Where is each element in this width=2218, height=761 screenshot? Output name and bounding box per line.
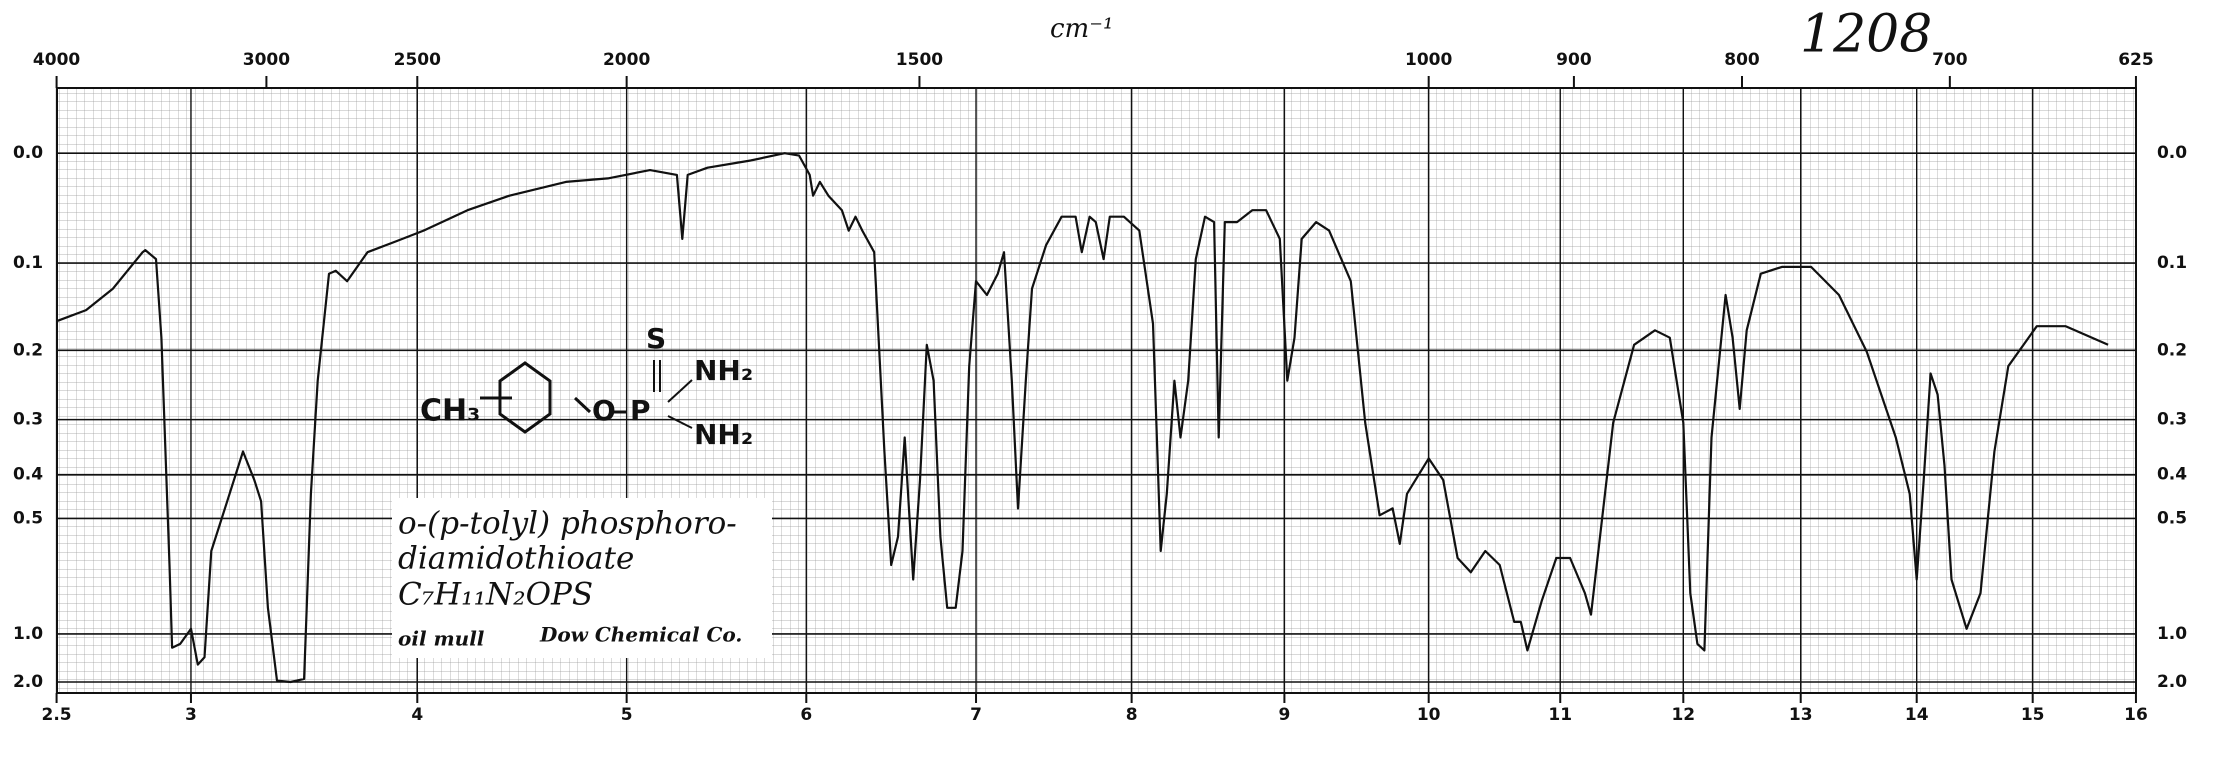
bond bbox=[573, 396, 592, 414]
y-tick-label: 1.0 bbox=[13, 624, 43, 644]
x-tick-label: 4 bbox=[411, 705, 423, 725]
x-tick-label: 2.5 bbox=[42, 705, 72, 725]
plot-frame bbox=[56, 87, 2137, 694]
bond bbox=[667, 415, 693, 429]
structure-label: NH₂ bbox=[694, 418, 753, 451]
y-tick-label: 1.0 bbox=[2157, 624, 2187, 644]
x-tick-label: 7 bbox=[970, 705, 982, 725]
bond bbox=[667, 379, 693, 403]
formula: C₇H₁₁N₂OPS bbox=[398, 577, 593, 613]
y-tick-label: 0.3 bbox=[13, 410, 43, 430]
y-tick-label: 0.2 bbox=[2157, 340, 2187, 360]
structure-label: CH₃ bbox=[420, 394, 480, 429]
x2-tick-label: 1000 bbox=[1405, 50, 1452, 70]
y-tick-label: 0.4 bbox=[2157, 465, 2187, 485]
y-tick-label: 0.5 bbox=[2157, 508, 2187, 528]
sample: oil mull bbox=[398, 627, 485, 651]
structure-label: S bbox=[646, 322, 666, 355]
y-tick-label: 2.0 bbox=[13, 672, 43, 692]
y-tick-label: 0.1 bbox=[2157, 253, 2187, 273]
x-tick-label: 15 bbox=[2021, 705, 2045, 725]
x2-tick-label: 800 bbox=[1724, 50, 1760, 70]
x-tick-label: 13 bbox=[1789, 705, 1813, 725]
x2-tick-label: 2000 bbox=[603, 50, 650, 70]
y-tick-label: 0.5 bbox=[13, 508, 43, 528]
x2-tick-label: 2500 bbox=[394, 50, 441, 70]
structure-label: P bbox=[630, 394, 651, 427]
x-tick-label: 11 bbox=[1548, 705, 1572, 725]
axis-unit: cm⁻¹ bbox=[1050, 14, 1113, 44]
x2-tick-label: 3000 bbox=[243, 50, 290, 70]
y-tick-label: 0.4 bbox=[13, 465, 43, 485]
x-tick-label: 10 bbox=[1417, 705, 1441, 725]
y-tick-label: 0.3 bbox=[2157, 410, 2187, 430]
spectrum-number: 1208 bbox=[1800, 5, 1932, 65]
x-tick-label: 12 bbox=[1671, 705, 1695, 725]
compound-name: o-(p-tolyl) phosphoro- bbox=[398, 506, 737, 542]
y-tick-label: 0.0 bbox=[13, 143, 43, 163]
x2-tick-label: 4000 bbox=[33, 50, 80, 70]
label-box bbox=[392, 498, 772, 658]
structure: CH₃ O P S NH₂ NH₂ bbox=[420, 322, 753, 451]
x2-tick-label: 1500 bbox=[896, 50, 943, 70]
source: Dow Chemical Co. bbox=[539, 623, 742, 647]
x-tick-label: 16 bbox=[2124, 705, 2148, 725]
spectrum-line bbox=[56, 152, 2109, 684]
x2-tick-label: 900 bbox=[1556, 50, 1592, 70]
x-tick-label: 9 bbox=[1278, 705, 1290, 725]
compound-name: diamidothioate bbox=[398, 541, 634, 577]
y-tick-label: 0.0 bbox=[2157, 143, 2187, 163]
x2-tick-label: 625 bbox=[2118, 50, 2154, 70]
x-tick-label: 6 bbox=[800, 705, 812, 725]
x-tick-label: 5 bbox=[621, 705, 633, 725]
structure-label: O bbox=[592, 394, 616, 427]
y-tick-label: 2.0 bbox=[2157, 672, 2187, 692]
x-tick-label: 14 bbox=[1905, 705, 1929, 725]
x-tick-label: 8 bbox=[1126, 705, 1138, 725]
benzene-ring bbox=[498, 361, 552, 434]
y-tick-label: 0.1 bbox=[13, 253, 43, 273]
structure-label: NH₂ bbox=[694, 354, 753, 387]
marks bbox=[56, 152, 2109, 684]
y-tick-label: 0.2 bbox=[13, 340, 43, 360]
x-tick-label: 3 bbox=[185, 705, 197, 725]
x2-tick-label: 700 bbox=[1932, 50, 1968, 70]
